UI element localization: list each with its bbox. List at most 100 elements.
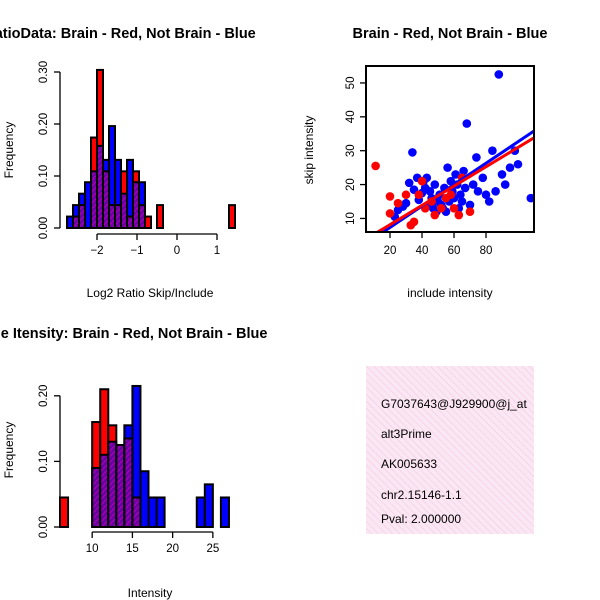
not-brain-point xyxy=(465,200,475,210)
not-brain-point xyxy=(404,178,414,188)
intensity-histogram-panel: Gene Itensity: Brain - Red, Not Brain - … xyxy=(0,326,267,600)
hist-bar xyxy=(139,470,150,528)
brain-fit-line xyxy=(374,136,533,232)
y-tick-label: 30 xyxy=(345,144,357,157)
x-tick-label: 20 xyxy=(166,543,179,555)
hist-overlap-bar xyxy=(99,453,110,528)
hist-overlap-bar xyxy=(123,437,134,528)
info-accession: AK005633 xyxy=(381,457,437,471)
info-event-type: alt3Prime xyxy=(381,427,432,441)
not-brain-point xyxy=(468,180,478,189)
y-tick-label: 0.20 xyxy=(38,113,50,135)
y-tick-label: 10 xyxy=(345,212,357,225)
brain-point xyxy=(385,192,395,201)
y-tick-label: 0.30 xyxy=(38,61,50,83)
info-panel: G7037643@J929900@j_at alt3Prime AK005633… xyxy=(366,366,534,534)
x-tick-label: 10 xyxy=(86,543,99,555)
hist-overlap-bar xyxy=(131,496,142,529)
not-brain-point xyxy=(478,173,488,183)
ratio-histogram-axes: −2 −1 0 1 0.00 0.10 0.20 0.30 xyxy=(38,61,220,257)
hist-overlap-bar xyxy=(107,440,118,528)
x-tick-label: 0 xyxy=(174,245,180,257)
y-tick-label: 0.00 xyxy=(38,516,50,538)
brain-point xyxy=(436,203,446,213)
x-tick-label: 15 xyxy=(126,543,139,555)
hist-bar xyxy=(219,496,230,529)
y-tick-label: 20 xyxy=(345,178,357,191)
ratio-histogram-panel: RatioData: Brain - Red, Not Brain - Blue… xyxy=(0,26,256,300)
hist-bar xyxy=(147,496,158,529)
y-tick-label: 0.10 xyxy=(38,165,50,187)
not-brain-point xyxy=(484,197,494,206)
hist-bar xyxy=(155,496,166,529)
not-brain-point xyxy=(481,190,491,200)
not-brain-point xyxy=(443,163,452,172)
hist-bar xyxy=(195,496,206,529)
not-brain-point xyxy=(491,187,500,196)
intensity-histogram-ylabel: Frequency xyxy=(2,422,16,479)
not-brain-point xyxy=(456,190,465,200)
brain-point xyxy=(417,176,427,186)
ratio-histogram-ylabel: Frequency xyxy=(2,122,16,179)
brain-point xyxy=(449,203,459,213)
y-tick-label: 0.00 xyxy=(38,217,50,239)
info-locus: chr2.15146-1.1 xyxy=(381,488,462,502)
not-brain-point xyxy=(446,176,456,186)
brain-point xyxy=(401,190,411,200)
not-brain-point xyxy=(488,146,497,155)
not-brain-point xyxy=(459,166,468,176)
x-tick-label: 1 xyxy=(214,245,220,257)
x-tick-label: −1 xyxy=(130,245,143,257)
brain-point xyxy=(371,161,380,171)
ratio-histogram-bars xyxy=(66,68,236,230)
scatter-plot-area xyxy=(371,70,533,232)
not-brain-point xyxy=(430,180,440,189)
y-tick-label: 0.10 xyxy=(38,450,50,472)
x-tick-label: 25 xyxy=(206,543,219,555)
not-brain-point xyxy=(513,159,523,169)
brain-point xyxy=(446,190,456,200)
scatter-ylabel: skip intensity xyxy=(302,116,316,185)
brain-point xyxy=(393,198,403,208)
not-brain-point xyxy=(472,153,481,162)
not-brain-point xyxy=(408,148,417,157)
not-brain-point xyxy=(425,187,435,196)
hist-bar xyxy=(144,215,152,229)
intensity-histogram-bars xyxy=(59,384,230,529)
hist-overlap-bar xyxy=(115,444,126,528)
ratio-histogram-title: RatioData: Brain - Red, Not Brain - Blue xyxy=(0,26,256,42)
not-brain-point xyxy=(462,119,472,128)
ratio-histogram-xlabel: Log2 Ratio Skip/Include xyxy=(87,286,214,300)
info-box-background xyxy=(366,366,534,534)
hist-bar xyxy=(203,483,214,528)
not-brain-point xyxy=(460,183,470,193)
x-tick-label: −2 xyxy=(90,245,103,257)
not-brain-point xyxy=(505,163,515,172)
brain-point xyxy=(430,210,440,220)
not-brain-point xyxy=(457,197,467,206)
x-tick-label: 80 xyxy=(480,245,493,257)
intensity-histogram-axes: 10 15 20 25 0.00 0.10 0.20 xyxy=(38,385,219,555)
y-tick-label: 50 xyxy=(345,77,357,90)
hist-overlap-bar xyxy=(91,466,102,528)
not-brain-point xyxy=(526,193,533,203)
scatter-box xyxy=(365,65,535,233)
hist-bar xyxy=(156,204,164,229)
scatter-xlabel: include intensity xyxy=(407,286,492,300)
scatter-panel: Brain - Red, Not Brain - Blue include in… xyxy=(302,26,547,300)
not-brain-point xyxy=(401,198,411,208)
intensity-histogram-title: Gene Itensity: Brain - Red, Not Brain - … xyxy=(0,326,267,342)
not-brain-point xyxy=(494,70,504,79)
not-brain-point xyxy=(500,180,510,189)
info-probe-id: G7037643@J929900@j_at xyxy=(381,397,527,411)
not-brain-point xyxy=(451,170,460,179)
hist-bar xyxy=(228,204,236,229)
y-tick-label: 0.20 xyxy=(38,385,50,407)
hist-bar xyxy=(59,496,70,529)
y-tick-label: 40 xyxy=(345,110,357,123)
brain-point xyxy=(465,207,475,216)
x-tick-label: 20 xyxy=(384,245,397,257)
x-tick-label: 60 xyxy=(448,245,461,257)
not-brain-point xyxy=(497,170,507,179)
